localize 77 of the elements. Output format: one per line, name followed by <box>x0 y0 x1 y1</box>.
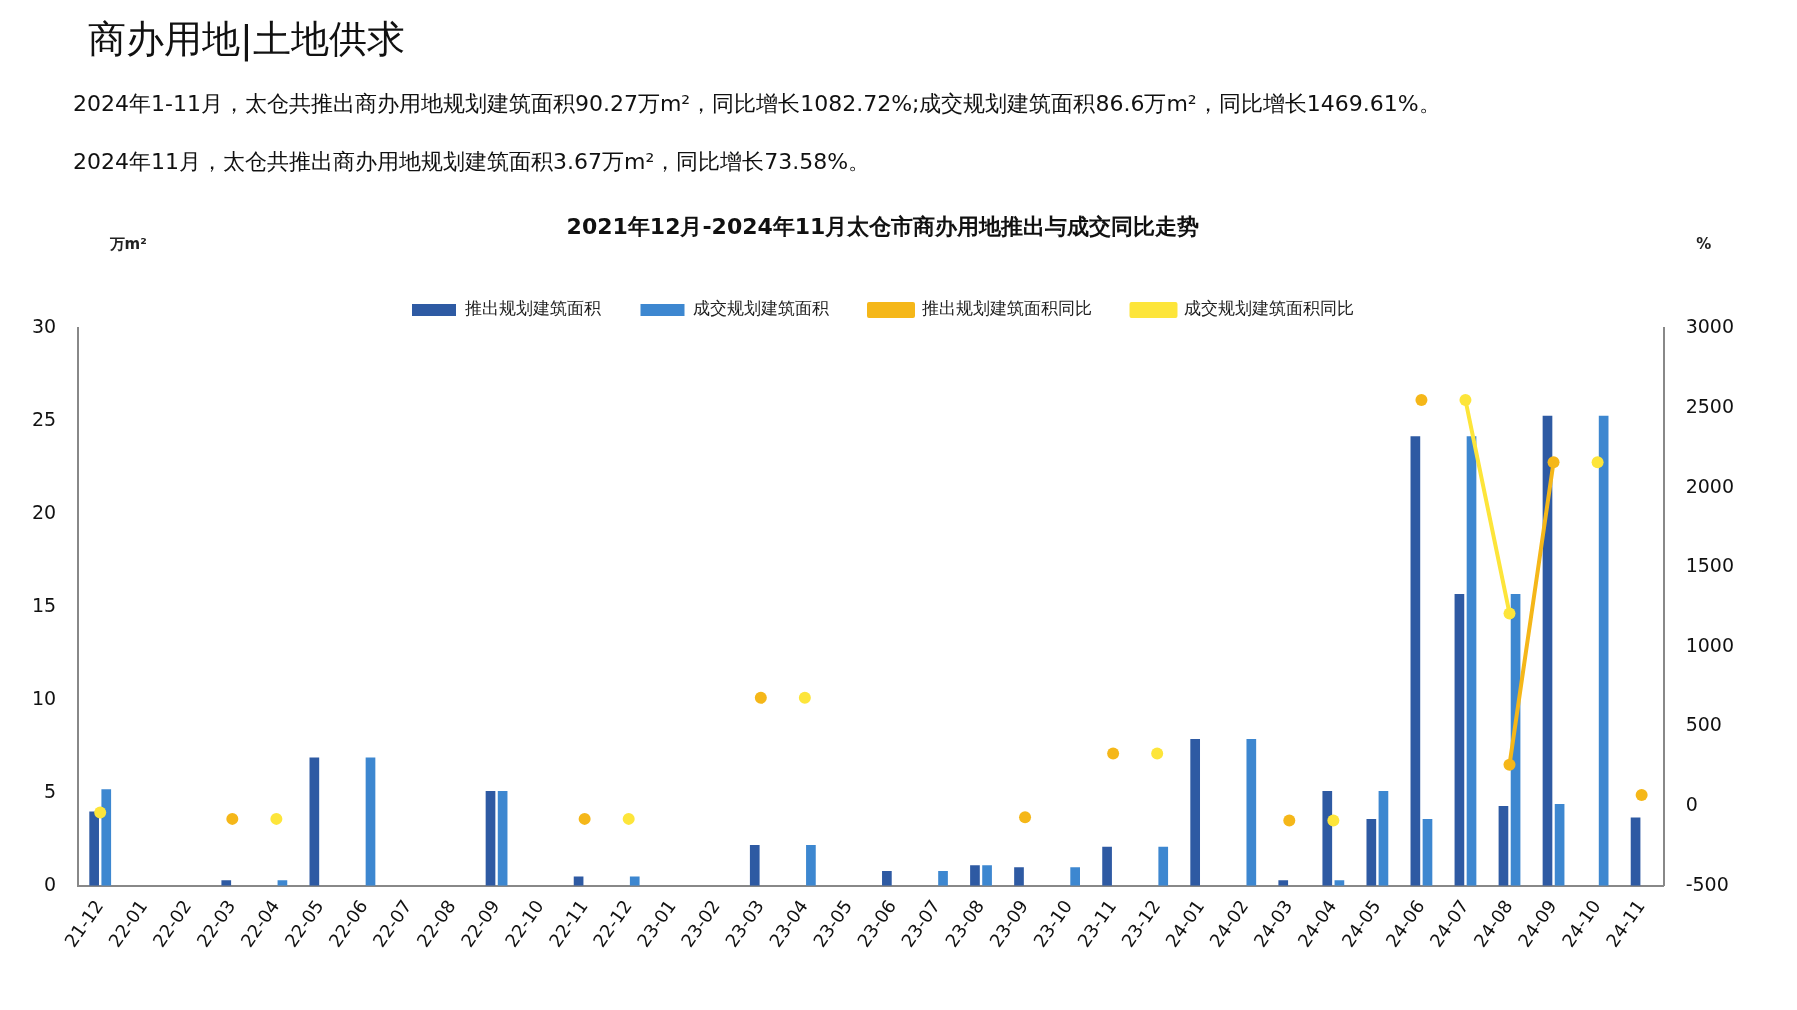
bar <box>1410 436 1421 886</box>
point <box>1151 747 1164 760</box>
chart-title: 2021年12月-2024年11月太仓市商办用地推出与成交同比走势 <box>566 213 1200 239</box>
bar <box>101 789 112 886</box>
bar <box>497 791 508 886</box>
point <box>1635 789 1648 801</box>
bar <box>89 811 99 886</box>
bar <box>573 876 584 886</box>
bar <box>749 844 760 886</box>
y2-tick-label: 2000 <box>1685 474 1735 497</box>
point <box>1503 758 1516 771</box>
y-tick-label: 15 <box>31 594 57 617</box>
bar <box>1102 846 1112 886</box>
bar <box>1366 818 1377 886</box>
bar <box>1598 415 1609 886</box>
point <box>1547 456 1560 469</box>
point <box>1415 394 1428 407</box>
y2-tick-label: 1500 <box>1685 554 1735 577</box>
bar <box>629 876 640 886</box>
point <box>798 691 811 704</box>
bar <box>1158 846 1169 886</box>
y2-tick-label: 2500 <box>1685 394 1735 417</box>
bar <box>1630 817 1641 886</box>
bar <box>806 844 816 886</box>
bar <box>1322 791 1333 886</box>
bar <box>365 757 376 886</box>
bar <box>970 865 980 886</box>
y-tick-label: 10 <box>31 686 57 709</box>
point <box>1591 456 1604 469</box>
bar <box>1378 791 1389 886</box>
bar <box>1498 805 1509 886</box>
bar <box>1454 594 1465 886</box>
y-tick-label: 25 <box>31 408 57 431</box>
y2-tick-label: 500 <box>1685 713 1722 736</box>
point <box>622 812 635 825</box>
point <box>1283 814 1296 827</box>
point <box>1327 814 1340 827</box>
point <box>1107 747 1120 760</box>
text: 商办用地|土地供求 <box>88 16 406 64</box>
bar <box>882 870 892 886</box>
bar <box>1246 738 1257 886</box>
bar <box>1278 880 1289 886</box>
bar <box>309 757 320 886</box>
y-tick-label: 0 <box>44 872 57 895</box>
point <box>578 812 591 825</box>
point <box>754 691 767 704</box>
point <box>226 812 239 825</box>
y-tick-label: 20 <box>31 501 57 524</box>
bar <box>485 791 496 886</box>
bar <box>1070 867 1080 886</box>
text: 2024年11月，太仓共推出商办用地规划建筑面积3.67万m²，同比增长73.58%。 <box>73 148 872 176</box>
point <box>1019 811 1032 824</box>
y2-tick-label: -500 <box>1685 872 1729 895</box>
y-axis-title: 万m² <box>108 235 147 254</box>
y-tick-label: 30 <box>31 315 57 338</box>
bar <box>938 870 948 886</box>
y2-axis-title: % <box>1696 235 1712 254</box>
legend-label: 推出规划建筑面积 <box>464 298 601 319</box>
y2-tick-label: 3000 <box>1685 315 1735 338</box>
point <box>1503 607 1516 620</box>
y2-tick-label: 0 <box>1685 793 1698 816</box>
bar <box>221 880 232 886</box>
legend-label: 推出规划建筑面积同比 <box>921 298 1092 319</box>
bar <box>1190 738 1201 886</box>
bar <box>1014 867 1024 886</box>
bar <box>1466 436 1477 886</box>
bar <box>982 865 992 886</box>
bar <box>1422 818 1433 886</box>
y2-tick-label: 1000 <box>1685 633 1735 656</box>
point <box>94 806 107 819</box>
legend-label: 成交规划建筑面积同比 <box>1184 298 1354 319</box>
point <box>270 812 283 825</box>
legend-label: 成交规划建筑面积 <box>693 298 829 319</box>
text: 2024年1-11月，太仓共推出商办用地规划建筑面积90.27万m²，同比增长1082.72%;成交规划建筑面积86.6万m²，同比增长1469.61%。 <box>73 90 1442 118</box>
y-tick-label: 5 <box>44 779 57 802</box>
bar <box>1554 804 1565 886</box>
point <box>1459 394 1472 407</box>
